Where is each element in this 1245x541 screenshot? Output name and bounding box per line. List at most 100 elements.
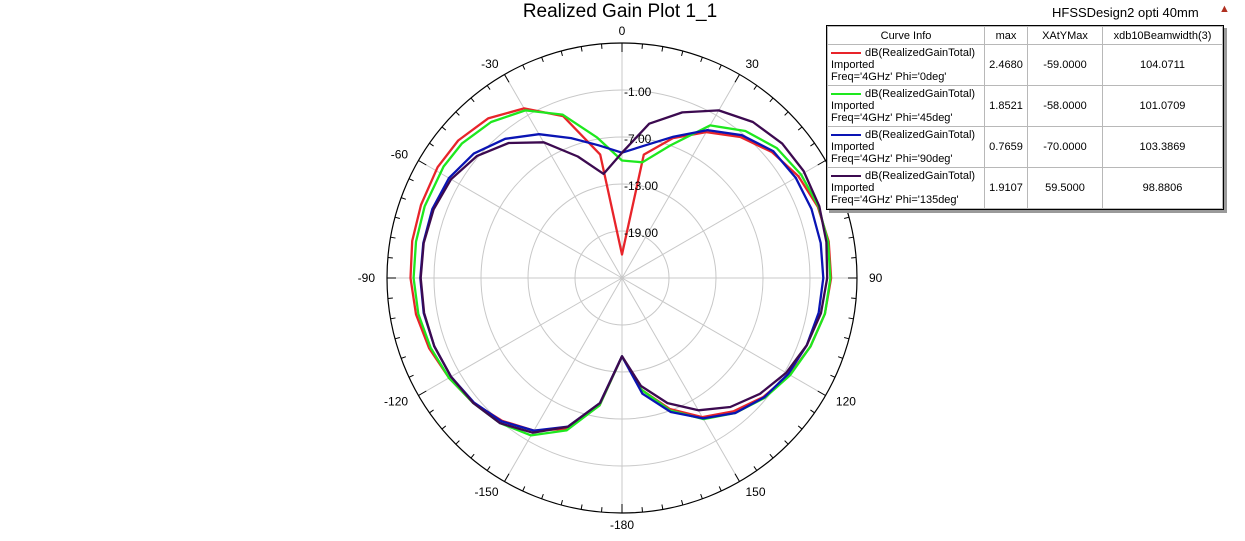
legend-swatch	[831, 52, 861, 54]
angle-tick-mark	[753, 85, 758, 90]
legend-curve-info: dB(RealizedGainTotal) Imported Freq='4GH…	[827, 44, 985, 86]
angle-tick-mark	[541, 57, 544, 63]
angle-tick-mark	[441, 425, 447, 430]
angle-tick-mark	[700, 493, 703, 499]
angle-tick-mark	[844, 216, 850, 219]
legend-row: dB(RealizedGainTotal) Imported Freq='4GH…	[827, 167, 1223, 209]
angle-tick-mark	[844, 337, 850, 340]
radial-tick-label: -7.00	[624, 132, 652, 146]
gain-curve	[412, 109, 832, 437]
angle-tick-mark	[734, 74, 740, 83]
legend-curve-source: Imported	[831, 100, 875, 112]
angle-tick-mark	[429, 142, 434, 147]
gain-curve	[409, 107, 833, 432]
angle-tick-label: -180	[610, 518, 634, 532]
angle-tick-mark	[486, 466, 491, 471]
angle-tick-mark	[504, 473, 510, 482]
ansys-logo-icon: ▲	[1219, 3, 1230, 15]
angle-tick-label: 30	[746, 57, 760, 71]
angle-tick-mark	[455, 111, 460, 116]
angle-tick-label: -30	[481, 57, 499, 71]
angle-tick-label: 90	[869, 271, 883, 285]
curve-info-legend: Curve Info max XAtYMax xdb10Beamwidth(3)…	[826, 25, 1224, 210]
grid-spoke	[621, 160, 826, 279]
legend-row: dB(RealizedGainTotal) Imported Freq='4GH…	[827, 85, 1223, 127]
angle-tick-mark	[455, 440, 460, 445]
legend-xatymax: -58.0000	[1027, 85, 1103, 127]
design-name: HFSSDesign2 opti 40mm	[1052, 5, 1199, 20]
angle-tick-mark	[661, 504, 664, 510]
legend-curve-info: dB(RealizedGainTotal) Imported Freq='4GH…	[827, 167, 985, 209]
angle-tick-mark	[830, 374, 836, 378]
angle-tick-mark	[580, 504, 583, 510]
grid-spoke	[418, 160, 623, 279]
angle-tick-mark	[797, 425, 803, 430]
angle-tick-mark	[522, 486, 526, 492]
angle-tick-mark	[817, 390, 826, 396]
polar-grid	[386, 42, 858, 514]
angle-tick-mark	[408, 374, 414, 378]
legend-beamwidth: 103.3869	[1102, 126, 1223, 168]
angle-tick-label: -120	[384, 395, 408, 409]
angle-tick-mark	[390, 317, 396, 320]
angle-tick-mark	[769, 97, 774, 103]
legend-max: 0.7659	[984, 126, 1028, 168]
angle-tick-mark	[441, 126, 447, 131]
angle-tick-mark	[661, 46, 664, 52]
angle-tick-mark	[718, 64, 722, 70]
legend-swatch	[831, 175, 861, 177]
legend-curve-source: Imported	[831, 141, 875, 153]
angle-tick-mark	[797, 126, 803, 131]
legend-curve-expr: dB(RealizedGainTotal)	[865, 88, 976, 100]
legend-row: dB(RealizedGainTotal) Imported Freq='4GH…	[827, 126, 1223, 168]
angle-tick-mark	[848, 236, 854, 239]
angle-tick-mark	[810, 142, 815, 147]
legend-beamwidth: 101.0709	[1102, 85, 1223, 127]
angle-tick-mark	[580, 46, 583, 52]
angle-tick-mark	[486, 85, 491, 90]
legend-table: Curve Info max XAtYMax xdb10Beamwidth(3)…	[827, 26, 1223, 209]
legend-xatymax: -70.0000	[1027, 126, 1103, 168]
angle-tick-label: -90	[358, 271, 376, 285]
legend-curve-source: Imported	[831, 59, 875, 71]
angle-tick-mark	[541, 493, 544, 499]
angle-tick-mark	[394, 216, 400, 219]
legend-curve-expr: dB(RealizedGainTotal)	[865, 129, 976, 141]
angle-tick-mark	[560, 50, 563, 56]
legend-curve-expr: dB(RealizedGainTotal)	[865, 47, 976, 59]
legend-xatymax: -59.0000	[1027, 44, 1103, 86]
angle-tick-label: 150	[746, 485, 766, 499]
legend-curve-params: Freq='4GHz' Phi='90deg'	[831, 153, 953, 165]
angle-tick-mark	[718, 486, 722, 492]
grid-spoke	[621, 277, 826, 396]
legend-max: 1.9107	[984, 167, 1028, 209]
legend-max: 2.4680	[984, 44, 1028, 86]
angle-tick-label: -60	[391, 148, 409, 162]
legend-header-xatymax: XAtYMax	[1027, 26, 1103, 45]
angle-tick-mark	[418, 160, 427, 166]
chart-title: Realized Gain Plot 1_1	[522, 1, 718, 22]
legend-curve-params: Freq='4GHz' Phi='135deg'	[831, 194, 959, 206]
legend-header-max: max	[984, 26, 1028, 45]
angle-tick-mark	[837, 356, 843, 359]
legend-curve-info: dB(RealizedGainTotal) Imported Freq='4GH…	[827, 85, 985, 127]
angle-tick-mark	[408, 178, 414, 182]
legend-beamwidth: 98.8806	[1102, 167, 1223, 209]
angle-tick-mark	[848, 317, 854, 320]
legend-xatymax: 59.5000	[1027, 167, 1103, 209]
legend-curve-params: Freq='4GHz' Phi='45deg'	[831, 112, 953, 124]
legend-max: 1.8521	[984, 85, 1028, 127]
grid-spoke	[621, 74, 740, 279]
angle-tick-mark	[769, 453, 774, 459]
legend-header-curve-info: Curve Info	[827, 26, 985, 45]
angle-tick-mark	[390, 236, 396, 239]
angle-tick-mark	[429, 409, 434, 414]
gain-curve	[419, 109, 829, 434]
angle-tick-mark	[418, 390, 427, 396]
angle-tick-mark	[394, 337, 400, 340]
angle-tick-mark	[817, 160, 826, 166]
angle-tick-mark	[700, 57, 703, 63]
angle-tick-mark	[522, 64, 526, 70]
angle-tick-label: -150	[474, 485, 498, 499]
angle-tick-mark	[504, 74, 510, 83]
